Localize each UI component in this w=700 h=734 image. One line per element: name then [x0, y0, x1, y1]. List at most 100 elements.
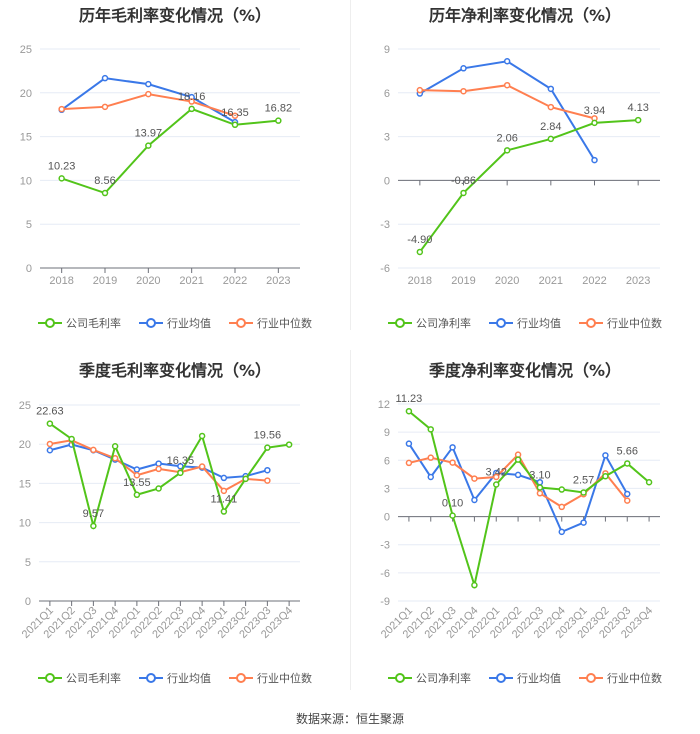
data-label: 16.35 — [221, 107, 249, 119]
legend-marker-icon — [489, 673, 513, 683]
chart-title-quarterly-net: 季度净利率变化情况（%） — [428, 361, 622, 380]
y-tick-label: -3 — [380, 219, 390, 231]
legend-item[interactable]: 行业中位数 — [579, 315, 662, 331]
data-point — [460, 87, 467, 95]
data-point — [275, 117, 282, 124]
chart-title-quarterly-gross: 季度毛利率变化情况（%） — [78, 361, 272, 380]
legend-item[interactable]: 行业中位数 — [229, 670, 312, 686]
data-point — [231, 112, 239, 120]
legend-label: 公司毛利率 — [66, 317, 121, 330]
data-point — [558, 503, 565, 511]
data-point — [449, 512, 456, 519]
data-point — [547, 135, 555, 143]
data-point — [198, 463, 206, 470]
x-tick-label: 2021 — [539, 275, 563, 287]
y-tick-label: 15 — [19, 478, 31, 490]
data-point — [220, 474, 228, 482]
data-label: 10.23 — [48, 160, 76, 172]
x-tick-label: 2022 — [582, 275, 606, 287]
data-label: 2.06 — [496, 132, 517, 144]
data-point — [645, 478, 653, 486]
series-line-company — [61, 107, 279, 195]
data-label: 3.42 — [486, 466, 507, 478]
data-point — [90, 522, 97, 530]
divider — [350, 0, 351, 330]
data-point — [285, 441, 293, 448]
y-tick-label: -6 — [380, 263, 390, 275]
data-point — [591, 119, 598, 127]
data-point — [547, 103, 555, 111]
x-tick-label: 2020 — [495, 275, 519, 287]
data-point — [427, 473, 434, 481]
data-point — [634, 116, 642, 124]
y-tick-label: -3 — [380, 540, 390, 552]
data-label: 9.57 — [83, 508, 104, 520]
data-point — [416, 248, 424, 256]
data-point — [416, 86, 424, 94]
legend-item[interactable]: 行业均值 — [489, 670, 561, 686]
data-point — [558, 486, 565, 493]
legend-label: 行业均值 — [167, 672, 211, 685]
y-tick-label: -9 — [380, 596, 390, 608]
data-label: -0.86 — [451, 175, 476, 187]
data-point — [46, 446, 54, 454]
y-tick-label: 0 — [26, 263, 32, 275]
legend-item[interactable]: 公司净利率 — [388, 315, 471, 331]
data-point — [602, 472, 609, 480]
legend-item[interactable]: 公司毛利率 — [38, 315, 121, 331]
data-point — [145, 142, 152, 149]
data-point — [602, 452, 609, 459]
data-point — [101, 103, 109, 111]
legend-marker-icon — [229, 318, 253, 328]
legend-item[interactable]: 行业均值 — [489, 315, 561, 331]
data-point — [460, 65, 467, 72]
data-point — [46, 420, 54, 427]
legend: 公司毛利率 行业均值 行业中位数 — [0, 670, 350, 686]
data-point — [514, 456, 522, 463]
legend-item[interactable]: 公司净利率 — [388, 670, 471, 686]
legend-marker-icon — [38, 673, 62, 683]
y-tick-label: -6 — [380, 568, 390, 580]
y-tick-label: 12 — [378, 399, 390, 411]
data-label: 16.82 — [265, 103, 293, 115]
data-point — [503, 58, 511, 65]
legend-item[interactable]: 行业中位数 — [229, 315, 312, 331]
data-point — [547, 85, 555, 93]
data-point — [220, 508, 228, 515]
data-point — [503, 81, 511, 89]
x-tick-label: 2018 — [49, 275, 73, 287]
legend-item[interactable]: 行业中位数 — [579, 670, 662, 686]
legend-marker-icon — [579, 673, 603, 683]
data-point — [155, 465, 162, 473]
y-tick-label: 15 — [20, 132, 32, 144]
data-label: 4.13 — [627, 102, 648, 114]
legend-label: 公司毛利率 — [66, 672, 121, 685]
x-tick-label: 2023 — [626, 275, 650, 287]
legend-marker-icon — [139, 318, 163, 328]
legend-marker-icon — [38, 318, 62, 328]
series-line-company — [419, 119, 639, 253]
data-label: 18.16 — [178, 91, 206, 103]
legend-marker-icon — [139, 673, 163, 683]
data-point — [427, 426, 434, 433]
legend-label: 行业均值 — [167, 317, 211, 330]
data-point — [264, 466, 271, 474]
y-tick-label: 3 — [384, 132, 390, 144]
legend-label: 公司净利率 — [416, 672, 471, 685]
legend-item[interactable]: 公司毛利率 — [38, 670, 121, 686]
data-point — [145, 80, 152, 88]
legend-label: 行业均值 — [517, 672, 561, 685]
legend: 公司毛利率 行业均值 行业中位数 — [0, 315, 350, 331]
legend-item[interactable]: 行业均值 — [139, 315, 211, 331]
legend-item[interactable]: 行业均值 — [139, 670, 211, 686]
data-point — [188, 105, 195, 113]
y-tick-label: 9 — [384, 427, 390, 439]
y-tick-label: 3 — [384, 483, 390, 495]
data-label: 2.84 — [540, 121, 561, 133]
data-point — [188, 98, 195, 105]
y-tick-label: 5 — [26, 219, 32, 231]
data-point — [155, 485, 162, 492]
data-label: 11.23 — [396, 393, 423, 405]
x-tick-label: 2023 — [266, 275, 290, 287]
y-tick-label: 25 — [19, 400, 31, 412]
